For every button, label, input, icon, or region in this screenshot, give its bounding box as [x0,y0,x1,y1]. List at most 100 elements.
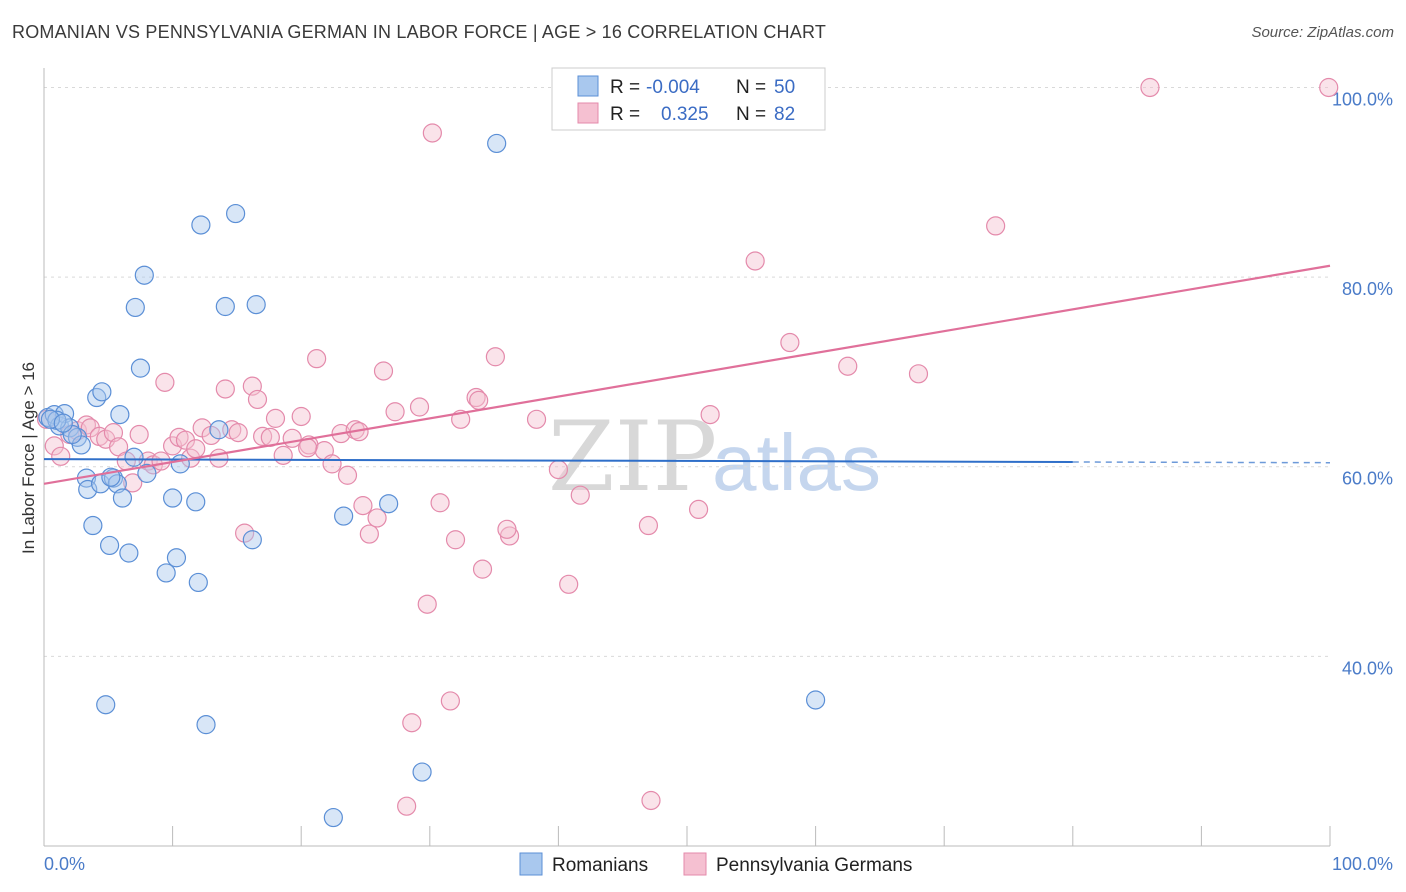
pa-german-point-62 [548,459,569,480]
romanian-point-29 [188,572,208,593]
pa-german-point-22 [186,439,206,459]
romanian-point-20 [125,297,145,318]
pa-german-point-36 [282,428,302,448]
romanian-trend-line-extension [1072,461,1331,464]
romanian-point-19 [124,447,144,467]
pa-german-point-69 [700,404,720,425]
pa-german-point-75 [1140,77,1160,98]
pa-german-point-16 [151,451,171,471]
correlation-legend: R = -0.004 N = 50 R = 0.325 N = 82 [551,67,826,131]
watermark-atlas: atlas [712,418,881,507]
romanian-point-30 [191,215,211,235]
legend-n-label-pa-germans: N = [736,104,766,125]
pa-german-point-77 [397,796,417,816]
pa-german-point-2 [51,446,71,466]
romanian-point-46 [96,695,116,715]
y-tick-label-60: 60.0% [1342,469,1393,489]
romanian-point-24 [156,563,176,583]
chart-source: Source: ZipAtlas.com [1251,24,1394,41]
pa-german-point-45 [353,496,373,516]
romanian-point-22 [134,265,154,285]
pa-german-point-25 [209,448,229,468]
romanian-point-18 [119,543,139,563]
y-tick-labels: 40.0% 60.0% 80.0% 100.0% [1332,89,1393,678]
pa-german-point-13 [129,424,149,445]
pa-german-point-71 [780,332,800,353]
pa-german-point-52 [417,594,437,614]
romanian-point-38 [334,506,354,526]
y-tick-label-100: 100.0% [1332,89,1393,109]
pa-german-point-67 [641,790,661,811]
romanian-point-10 [87,387,107,408]
romanian-point-40 [412,762,432,782]
pa-german-point-39 [307,349,327,369]
y-axis-label: In Labor Force | Age > 16 [19,362,38,554]
romanian-point-48 [40,409,61,429]
romanian-point-21 [130,358,151,378]
pa-german-point-34 [265,408,286,428]
romanian-point-37 [323,807,343,828]
pa-german-point-28 [228,423,248,443]
pa-german-points [36,77,1339,816]
romanian-point-35 [242,530,262,550]
pa-german-point-29 [235,523,255,543]
pa-german-point-32 [253,426,273,446]
pa-german-point-43 [337,465,358,485]
bottom-legend-label-pa-germans: Pennsylvania Germans [716,855,912,876]
pa-german-point-59 [472,559,493,579]
legend-r-value-pa-germans: 0.325 [661,104,709,125]
pa-german-point-76 [1319,77,1339,98]
x-tick-label-max: 100.0% [1332,854,1393,874]
romanian-point-9 [83,515,103,536]
romanian-point-17 [112,488,133,508]
pa-german-point-78 [497,519,517,539]
romanian-point-33 [215,296,235,317]
y-tick-label-80: 80.0% [1342,279,1393,299]
pa-german-point-64 [559,574,579,594]
bottom-legend-swatch-romanians [519,852,543,876]
pa-german-point-26 [215,379,235,399]
pa-german-point-73 [908,364,929,384]
pa-german-point-66 [638,515,659,536]
pa-german-point-74 [986,216,1006,236]
pa-german-point-49 [385,402,405,422]
pa-german-point-17 [155,372,175,392]
pa-german-point-55 [440,691,460,711]
pa-german-point-31 [247,389,268,410]
trend-lines [43,264,1331,485]
chart-title: ROMANIAN VS PENNSYLVANIA GERMAN IN LABOR… [12,22,827,42]
x-ticks [43,826,1331,846]
pa-german-point-9 [103,423,124,443]
pa-german-trend-line [43,264,1331,485]
pa-german-point-79 [469,390,489,410]
romanian-point-43 [805,690,826,710]
pa-german-point-12 [123,473,143,493]
romanian-points [38,77,826,828]
romanian-point-41 [487,133,507,154]
gridlines [44,86,1330,657]
romanian-point-28 [186,492,206,512]
pa-german-point-37 [291,406,311,427]
bottom-legend-swatch-pa-germans [683,852,707,876]
romanian-point-31 [196,715,216,735]
pa-german-point-63 [526,409,547,429]
romanian-point-34 [226,203,246,224]
romanian-point-27 [170,454,190,474]
pa-german-point-46 [359,524,379,544]
romanian-point-39 [379,494,399,514]
romanian-point-32 [209,420,229,440]
legend-swatch-romanians [577,75,599,97]
legend-n-value-pa-germans: 82 [774,104,795,125]
pa-german-point-41 [322,454,342,474]
legend-n-label-romanians: N = [736,77,766,98]
romanian-point-36 [246,295,266,315]
legend-swatch-pa-germans [577,102,599,124]
legend-n-value-romanians: 50 [774,77,795,98]
romanian-point-13 [99,535,120,556]
pa-german-point-65 [570,485,590,505]
pa-german-point-53 [422,123,442,143]
pa-german-point-51 [409,397,430,417]
pa-german-point-80 [298,438,318,458]
romanian-point-26 [166,548,187,568]
legend-r-label-romanians: R = [610,77,640,98]
